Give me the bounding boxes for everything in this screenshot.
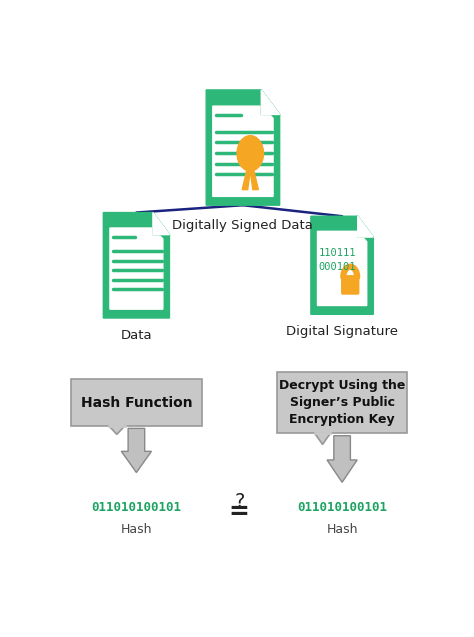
Polygon shape xyxy=(318,231,367,306)
Text: Data: Data xyxy=(120,329,152,342)
Polygon shape xyxy=(121,428,152,473)
Polygon shape xyxy=(358,216,374,237)
Text: Hash: Hash xyxy=(121,523,152,536)
Polygon shape xyxy=(315,433,330,445)
FancyBboxPatch shape xyxy=(71,379,201,426)
Text: Hash Function: Hash Function xyxy=(81,396,192,410)
Polygon shape xyxy=(358,216,374,237)
Circle shape xyxy=(237,136,264,171)
Polygon shape xyxy=(311,216,374,314)
Polygon shape xyxy=(153,213,169,234)
Polygon shape xyxy=(261,90,280,115)
Text: =: = xyxy=(229,499,250,524)
Polygon shape xyxy=(327,436,357,482)
Text: 011010100101: 011010100101 xyxy=(91,501,182,513)
Polygon shape xyxy=(206,90,280,205)
Polygon shape xyxy=(110,228,163,309)
Text: ?: ? xyxy=(234,492,245,512)
Polygon shape xyxy=(213,106,273,196)
Text: Digital Signature: Digital Signature xyxy=(286,325,398,338)
Text: Decrypt Using the
Signer’s Public
Encryption Key: Decrypt Using the Signer’s Public Encryp… xyxy=(279,379,405,426)
Text: Digitally Signed Data: Digitally Signed Data xyxy=(173,219,313,232)
Polygon shape xyxy=(103,213,169,318)
FancyBboxPatch shape xyxy=(341,275,359,295)
Polygon shape xyxy=(250,171,258,190)
Polygon shape xyxy=(109,426,125,434)
FancyBboxPatch shape xyxy=(277,372,407,433)
Text: 110111
000101: 110111 000101 xyxy=(319,248,356,273)
Polygon shape xyxy=(261,90,280,115)
Polygon shape xyxy=(153,213,169,234)
Polygon shape xyxy=(242,171,250,190)
Text: Hash: Hash xyxy=(327,523,358,536)
Text: 011010100101: 011010100101 xyxy=(297,501,387,513)
